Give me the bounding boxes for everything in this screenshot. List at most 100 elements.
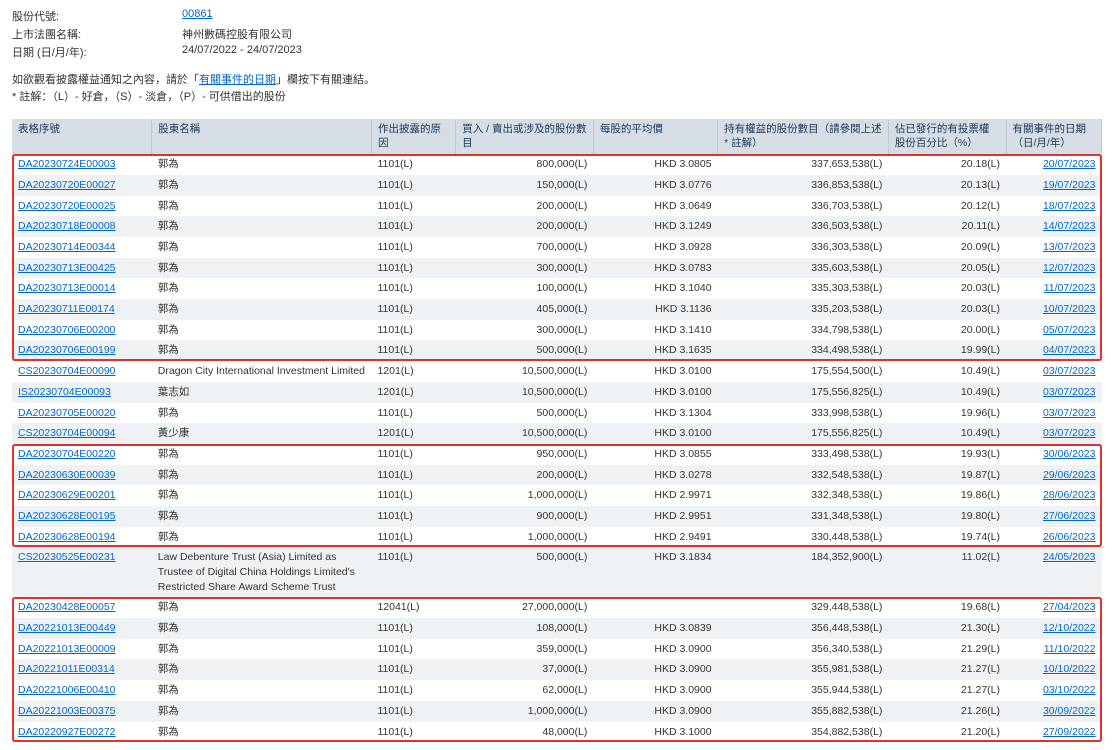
- cell-date: 18/07/2023: [1006, 196, 1101, 217]
- col-header-percent[interactable]: 佔已發行的有投票權股份百分比（%）: [888, 119, 1006, 154]
- cell-date-link[interactable]: 26/06/2023: [1043, 531, 1096, 543]
- cell-date-link[interactable]: 27/06/2023: [1043, 510, 1096, 522]
- cell-name: 郭為: [152, 639, 372, 660]
- cell-price: HKD 3.0100: [593, 382, 717, 403]
- col-header-price[interactable]: 每股的平均價: [593, 119, 717, 154]
- cell-serial: DA20221006E00410: [12, 680, 152, 701]
- cell-date-link[interactable]: 20/07/2023: [1043, 158, 1096, 170]
- cell-date-link[interactable]: 30/06/2023: [1043, 448, 1096, 460]
- cell-date-link[interactable]: 19/07/2023: [1043, 179, 1096, 191]
- cell-serial-link[interactable]: IS20230704E00093: [18, 386, 111, 398]
- cell-shares: 100,000(L): [456, 278, 594, 299]
- cell-reason: 1101(L): [371, 547, 455, 597]
- value-corp-name: 神州數碼控股有限公司: [182, 26, 292, 42]
- stock-code-link[interactable]: 00861: [182, 8, 213, 20]
- cell-serial: CS20230704E00090: [12, 361, 152, 382]
- cell-serial-link[interactable]: DA20230628E00194: [18, 531, 116, 543]
- cell-serial-link[interactable]: DA20221011E00314: [18, 663, 115, 675]
- cell-price: HKD 3.0100: [593, 423, 717, 444]
- cell-date-link[interactable]: 03/10/2022: [1043, 684, 1096, 696]
- cell-date-link[interactable]: 03/07/2023: [1043, 365, 1096, 377]
- cell-serial-link[interactable]: DA20230713E00425: [18, 262, 116, 274]
- cell-shares: 500,000(L): [456, 547, 594, 597]
- cell-serial-link[interactable]: DA20230711E00174: [18, 303, 115, 315]
- cell-date-link[interactable]: 11/10/2022: [1044, 643, 1096, 655]
- cell-shares: 500,000(L): [456, 403, 594, 424]
- label-stock-code: 股份代號:: [12, 8, 182, 24]
- cell-date-link[interactable]: 12/10/2022: [1043, 622, 1096, 634]
- table-row: DA20230720E00025郭為1101(L)200,000(L)HKD 3…: [12, 196, 1102, 217]
- cell-date-link[interactable]: 27/09/2022: [1043, 726, 1096, 738]
- col-header-serial[interactable]: 表格序號: [12, 119, 152, 154]
- cell-price: HKD 3.1040: [593, 278, 717, 299]
- cell-price: HKD 3.0900: [593, 680, 717, 701]
- cell-price: HKD 3.1304: [593, 403, 717, 424]
- cell-held: 355,882,538(L): [718, 701, 889, 722]
- table-row: IS20230704E00093葉志如1201(L)10,500,000(L)H…: [12, 382, 1102, 403]
- cell-reason: 1101(L): [371, 444, 455, 465]
- cell-date-link[interactable]: 27/04/2023: [1043, 601, 1096, 613]
- cell-date-link[interactable]: 12/07/2023: [1043, 262, 1096, 274]
- col-header-shares[interactable]: 買入 / 賣出或涉及的股份數目: [456, 119, 594, 154]
- cell-serial-link[interactable]: CS20230704E00094: [18, 427, 116, 439]
- cell-serial-link[interactable]: DA20230428E00057: [18, 601, 116, 613]
- cell-date-link[interactable]: 05/07/2023: [1043, 324, 1096, 336]
- cell-date: 05/07/2023: [1006, 320, 1101, 341]
- cell-serial-link[interactable]: CS20230525E00231: [18, 551, 116, 563]
- cell-serial-link[interactable]: DA20230724E00003: [18, 158, 116, 170]
- cell-date-link[interactable]: 04/07/2023: [1043, 344, 1096, 356]
- cell-date: 04/07/2023: [1006, 340, 1101, 361]
- cell-date-link[interactable]: 10/07/2023: [1043, 303, 1096, 315]
- cell-date-link[interactable]: 13/07/2023: [1043, 241, 1096, 253]
- cell-date-link[interactable]: 24/05/2023: [1043, 551, 1096, 563]
- col-header-date[interactable]: 有關事件的日期（日/月/年）: [1006, 119, 1101, 154]
- cell-serial-link[interactable]: DA20221013E00449: [18, 622, 116, 634]
- cell-price: HKD 2.9971: [593, 485, 717, 506]
- cell-reason: 1101(L): [371, 680, 455, 701]
- cell-date-link[interactable]: 29/06/2023: [1043, 469, 1096, 481]
- label-date: 日期 (日/月/年):: [12, 44, 182, 60]
- cell-serial-link[interactable]: DA20220927E00272: [18, 726, 116, 738]
- col-header-name[interactable]: 股東名稱: [152, 119, 372, 154]
- col-header-held[interactable]: 持有權益的股份數目（請參閱上述 * 註解）: [718, 119, 889, 154]
- cell-price: HKD 3.0928: [593, 237, 717, 258]
- cell-serial-link[interactable]: DA20230705E00020: [18, 407, 116, 419]
- cell-percent: 19.93(L): [888, 444, 1006, 465]
- cell-reason: 1101(L): [371, 278, 455, 299]
- cell-date-link[interactable]: 03/07/2023: [1043, 386, 1096, 398]
- cell-date-link[interactable]: 30/09/2022: [1043, 705, 1096, 717]
- cell-date-link[interactable]: 14/07/2023: [1043, 220, 1096, 232]
- cell-date-link[interactable]: 18/07/2023: [1043, 200, 1096, 212]
- table-row: DA20221011E00314郭為1101(L)37,000(L)HKD 3.…: [12, 659, 1102, 680]
- cell-held: 333,498,538(L): [718, 444, 889, 465]
- cell-serial-link[interactable]: DA20230720E00027: [18, 179, 116, 191]
- cell-serial-link[interactable]: DA20221003E00375: [18, 705, 116, 717]
- cell-date-link[interactable]: 03/07/2023: [1043, 407, 1096, 419]
- cell-name: 郭為: [152, 527, 372, 548]
- cell-serial-link[interactable]: DA20230706E00199: [18, 344, 116, 356]
- cell-held: 354,882,538(L): [718, 722, 889, 743]
- cell-serial-link[interactable]: DA20230706E00200: [18, 324, 116, 336]
- cell-serial-link[interactable]: DA20230630E00039: [18, 469, 116, 481]
- cell-date-link[interactable]: 11/07/2023: [1044, 282, 1096, 294]
- cell-serial-link[interactable]: CS20230704E00090: [18, 365, 116, 377]
- note-line1-link[interactable]: 有關事件的日期: [199, 74, 276, 86]
- cell-date-link[interactable]: 10/10/2022: [1043, 663, 1096, 675]
- cell-serial-link[interactable]: DA20230629E00201: [18, 489, 116, 501]
- cell-serial-link[interactable]: DA20230713E00014: [18, 282, 116, 294]
- cell-reason: 1101(L): [371, 258, 455, 279]
- cell-serial-link[interactable]: DA20230718E00008: [18, 220, 116, 232]
- cell-serial-link[interactable]: DA20230720E00025: [18, 200, 116, 212]
- cell-price: HKD 3.1410: [593, 320, 717, 341]
- cell-serial-link[interactable]: DA20230628E00195: [18, 510, 116, 522]
- cell-serial: DA20220927E00272: [12, 722, 152, 743]
- table-row: CS20230525E00231Law Debenture Trust (Asi…: [12, 547, 1102, 597]
- cell-date-link[interactable]: 03/07/2023: [1043, 427, 1096, 439]
- cell-serial-link[interactable]: DA20230714E00344: [18, 241, 116, 253]
- cell-date-link[interactable]: 28/06/2023: [1043, 489, 1096, 501]
- col-header-reason[interactable]: 作出披露的原因: [371, 119, 455, 154]
- cell-serial-link[interactable]: DA20230704E00220: [18, 448, 116, 460]
- cell-serial-link[interactable]: DA20221013E00009: [18, 643, 116, 655]
- cell-serial-link[interactable]: DA20221006E00410: [18, 684, 116, 696]
- cell-held: 336,303,538(L): [718, 237, 889, 258]
